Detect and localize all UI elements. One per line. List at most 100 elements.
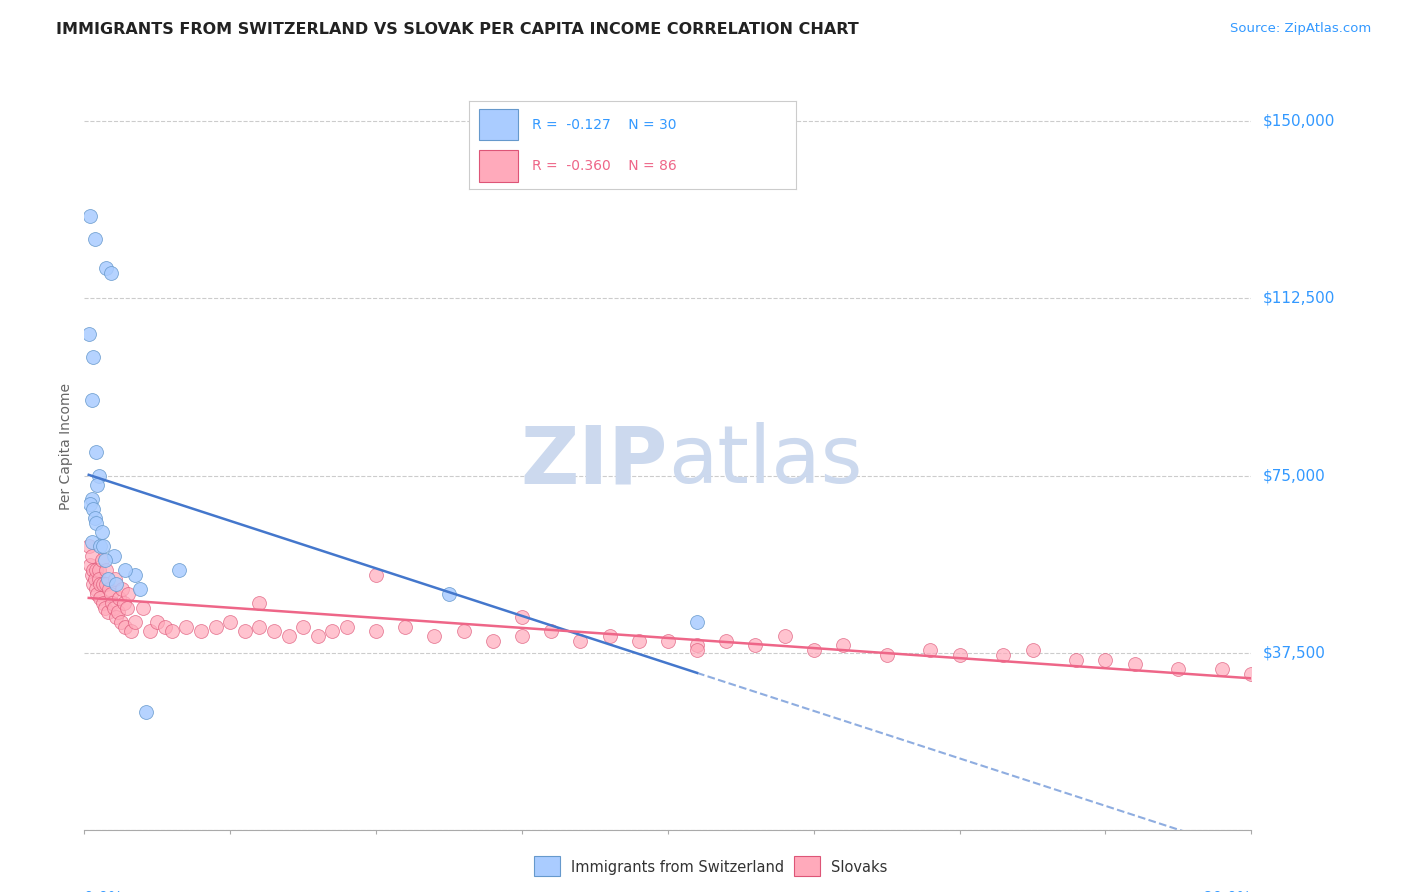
Point [80, 534, 103, 549]
Text: $112,500: $112,500 [1263, 291, 1334, 306]
Point [82, 577, 104, 591]
Point [124, 567, 146, 582]
Point [510, 610, 533, 624]
Point [120, 624, 142, 639]
Text: 80.0%: 80.0% [1204, 891, 1251, 892]
Point [80, 492, 103, 507]
Point [453, 624, 475, 639]
Point [94, 600, 117, 615]
Point [1167, 662, 1189, 676]
Point [89, 591, 111, 606]
Point [394, 619, 416, 633]
Point [82, 351, 104, 365]
Point [249, 596, 271, 610]
Point [803, 643, 825, 657]
Point [686, 639, 709, 653]
Point [83, 573, 105, 587]
Point [83, 232, 105, 246]
Point [108, 591, 131, 606]
Point [82, 501, 104, 516]
Point [832, 639, 855, 653]
Point [1066, 652, 1088, 666]
Point [510, 629, 533, 643]
Point [437, 586, 460, 600]
Text: $150,000: $150,000 [1263, 114, 1334, 129]
Point [97, 573, 120, 587]
Text: Immigrants from Switzerland: Immigrants from Switzerland [571, 860, 785, 874]
Point [96, 577, 118, 591]
Text: $37,500: $37,500 [1263, 645, 1326, 660]
Point [233, 624, 256, 639]
Point [132, 600, 155, 615]
Point [105, 577, 128, 591]
Point [876, 648, 898, 662]
Point [103, 600, 125, 615]
Point [744, 639, 766, 653]
Text: 0.0%: 0.0% [84, 891, 124, 892]
Point [84, 516, 107, 530]
Point [366, 567, 388, 582]
Point [79, 558, 101, 573]
Point [86, 586, 108, 600]
Point [91, 596, 114, 610]
Point [949, 648, 972, 662]
Point [540, 624, 562, 639]
Point [190, 624, 212, 639]
Point [153, 619, 176, 633]
Point [482, 633, 505, 648]
Point [84, 445, 107, 459]
Point [91, 539, 114, 553]
Point [1094, 652, 1116, 666]
Point [773, 629, 796, 643]
Text: atlas: atlas [668, 422, 862, 500]
Point [98, 582, 121, 596]
Point [1021, 643, 1043, 657]
Point [87, 573, 110, 587]
Point [117, 586, 139, 600]
Point [176, 619, 198, 633]
Point [84, 563, 107, 577]
Point [1211, 662, 1233, 676]
Point [336, 619, 359, 633]
Point [128, 582, 150, 596]
Point [114, 619, 136, 633]
Text: IMMIGRANTS FROM SWITZERLAND VS SLOVAK PER CAPITA INCOME CORRELATION CHART: IMMIGRANTS FROM SWITZERLAND VS SLOVAK PE… [56, 22, 859, 37]
Text: ZIP: ZIP [520, 422, 668, 500]
Point [89, 539, 111, 553]
Point [86, 478, 108, 492]
Point [366, 624, 388, 639]
Point [79, 209, 101, 223]
Point [87, 468, 110, 483]
Text: Slovaks: Slovaks [831, 860, 887, 874]
Point [321, 624, 343, 639]
Point [112, 596, 135, 610]
Point [111, 582, 134, 596]
Point [146, 615, 169, 629]
Point [249, 619, 271, 633]
Point [101, 596, 124, 610]
Point [115, 600, 138, 615]
Point [686, 643, 709, 657]
Point [87, 563, 110, 577]
Point [307, 629, 329, 643]
Point [80, 392, 103, 407]
Point [292, 619, 315, 633]
Point [96, 563, 118, 577]
Point [107, 606, 129, 620]
Point [124, 615, 146, 629]
Point [77, 326, 100, 341]
Point [204, 619, 226, 633]
Point [114, 563, 136, 577]
Point [139, 624, 162, 639]
Point [91, 577, 114, 591]
Point [80, 549, 103, 563]
Point [90, 553, 112, 567]
Point [79, 497, 101, 511]
Point [96, 260, 118, 275]
Point [627, 633, 650, 648]
Point [110, 615, 132, 629]
Point [80, 567, 103, 582]
Point [599, 629, 621, 643]
Point [84, 582, 107, 596]
Point [97, 606, 120, 620]
